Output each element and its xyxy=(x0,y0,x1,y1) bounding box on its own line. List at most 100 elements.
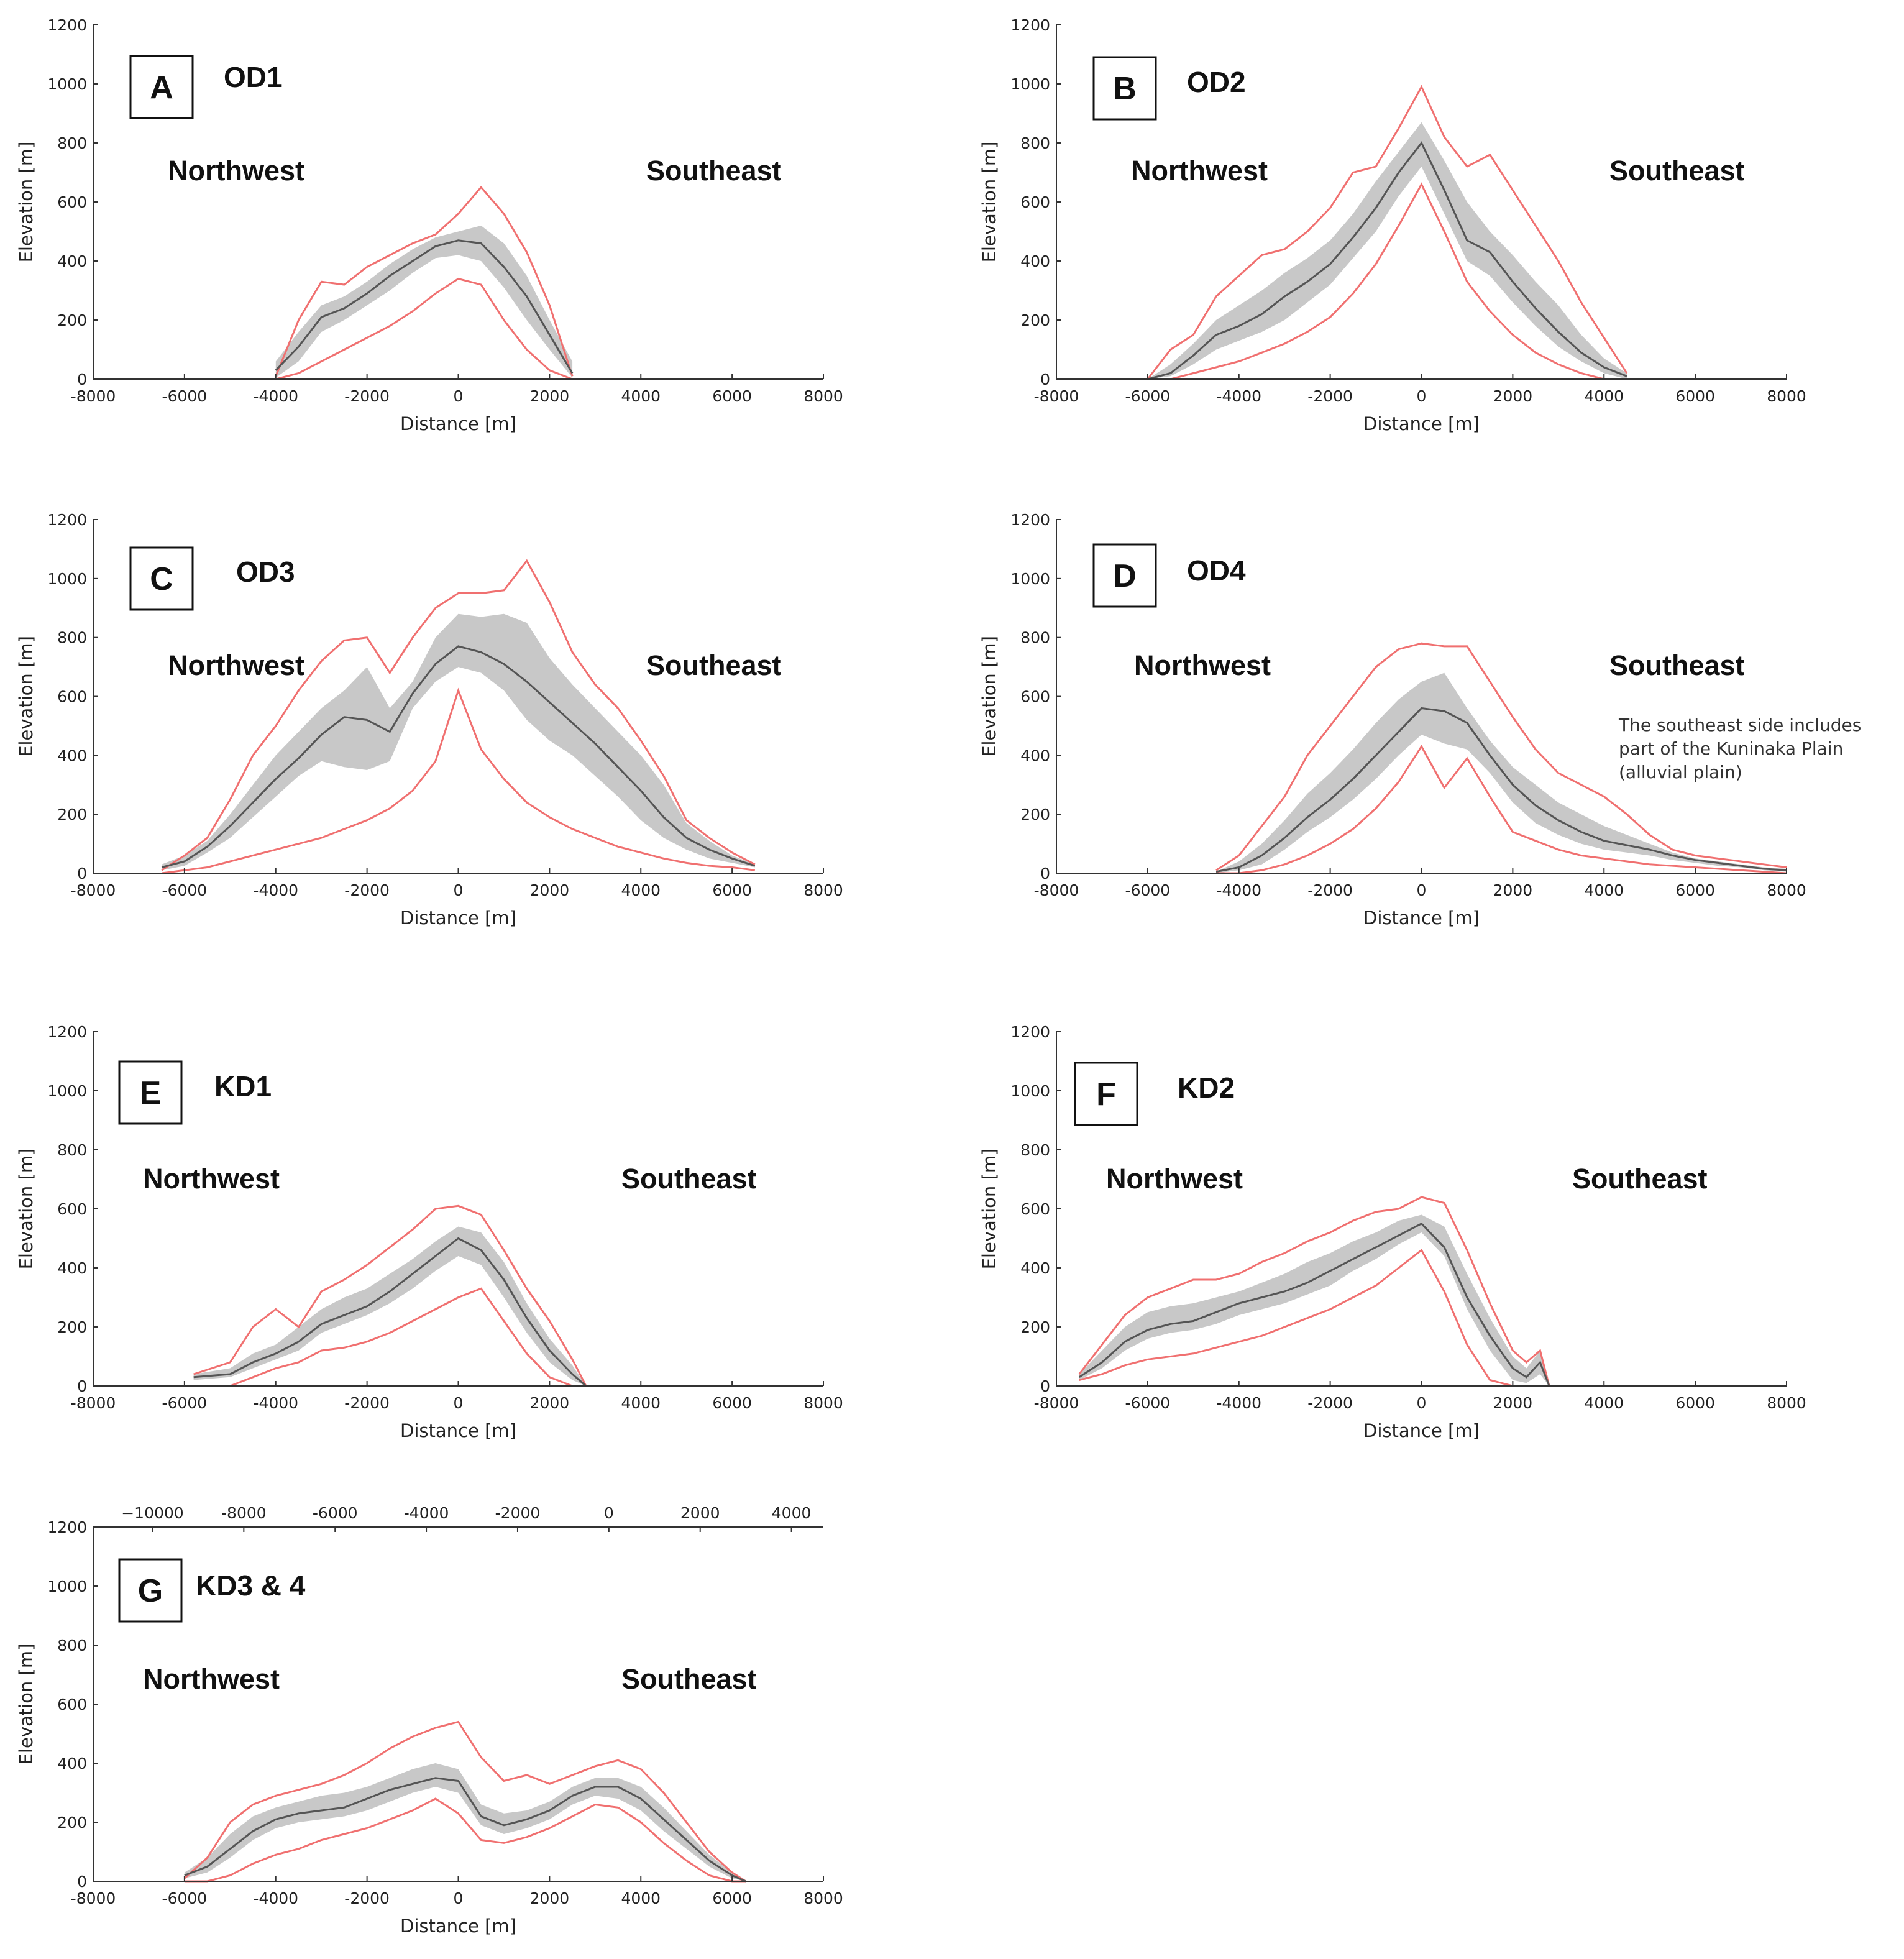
y-tick-label: 0 xyxy=(1040,1377,1050,1395)
panel-title: KD3 & 4 xyxy=(196,1569,306,1602)
x-tick-label: -6000 xyxy=(1125,881,1171,899)
y-tick-label: 0 xyxy=(77,865,87,883)
chart-panel-g: 0 200 400 600 800 1000 1200 -8000 -6000 -4000 -200… xyxy=(16,1504,843,1937)
min-line-f xyxy=(1079,1249,1550,1387)
x-tick-label: 2000 xyxy=(1493,1394,1533,1412)
x-tick-label: -8000 xyxy=(71,881,116,899)
top-tick-label: 4000 xyxy=(772,1504,812,1522)
x-tick-label: -8000 xyxy=(1034,881,1079,899)
x-tick-label: 0 xyxy=(454,1889,464,1907)
x-tick-label: -6000 xyxy=(1125,387,1171,405)
x-tick-label: 8000 xyxy=(803,881,843,899)
top-tick-label: -8000 xyxy=(221,1504,267,1522)
x-tick-label: -4000 xyxy=(253,387,298,405)
top-tick-label: -2000 xyxy=(495,1504,541,1522)
y-tick-label: 200 xyxy=(57,1814,87,1832)
x-tick-label: -6000 xyxy=(162,1889,208,1907)
mean-line-g xyxy=(184,1777,746,1883)
northwest-label: Northwest xyxy=(168,155,304,186)
panel-title: KD1 xyxy=(214,1070,272,1103)
northwest-label: Northwest xyxy=(1131,155,1268,186)
x-tick-label: 8000 xyxy=(803,1394,843,1412)
chart-panel-e: 0 200 400 600 800 1000 1200 -8000 -6000 -4000 -200… xyxy=(16,1023,843,1441)
y-tick-label: 1200 xyxy=(47,511,87,529)
x-axis-label: Distance [m] xyxy=(400,1915,516,1937)
x-axis-label: Distance [m] xyxy=(1363,1420,1480,1441)
x-tick-label: -6000 xyxy=(162,881,208,899)
panel-title: OD4 xyxy=(1187,554,1246,587)
x-axis-label: Distance [m] xyxy=(400,1420,516,1441)
x-tick-label: 4000 xyxy=(621,1889,661,1907)
std-band-g xyxy=(184,1763,746,1881)
min-line-g xyxy=(184,1797,746,1883)
top-tick-label: 2000 xyxy=(680,1504,720,1522)
panel-title: OD2 xyxy=(1187,66,1246,98)
min-line-c xyxy=(162,687,755,874)
panel-title: KD2 xyxy=(1178,1071,1235,1104)
y-tick-label: 1000 xyxy=(1010,75,1050,93)
y-tick-label: 400 xyxy=(1020,746,1050,764)
std-band-d xyxy=(1216,672,1787,873)
y-tick-label: 600 xyxy=(57,1200,87,1218)
x-tick-label: 6000 xyxy=(712,387,752,405)
y-tick-label: 1200 xyxy=(47,1023,87,1041)
x-axis-label: Distance [m] xyxy=(400,413,516,434)
x-tick-label: 4000 xyxy=(621,387,661,405)
x-tick-label: 2000 xyxy=(1493,387,1533,405)
y-tick-label: 800 xyxy=(57,629,87,647)
mean-line-a xyxy=(275,239,574,374)
y-tick-label: 600 xyxy=(1020,1200,1050,1218)
y-tick-label: 400 xyxy=(57,1259,87,1277)
southeast-label: Southeast xyxy=(621,1163,757,1195)
annotation-line: part of the Kuninaka Plain xyxy=(1619,738,1843,759)
chart-panel-b: 0 200 400 600 800 1000 1200 -8000 -6000 -4000 -200… xyxy=(979,16,1806,434)
y-tick-label: 0 xyxy=(77,1873,87,1891)
x-tick-label: 6000 xyxy=(1675,881,1715,899)
y-tick-label: 1200 xyxy=(1010,511,1050,529)
x-tick-label: 4000 xyxy=(1584,1394,1624,1412)
x-tick-label: 8000 xyxy=(803,387,843,405)
y-tick-label: 1200 xyxy=(47,1518,87,1536)
x-tick-label: -8000 xyxy=(71,387,116,405)
x-tick-label: 4000 xyxy=(621,881,661,899)
y-tick-label: 600 xyxy=(57,193,87,211)
max-line-f xyxy=(1078,1196,1550,1387)
max-line-d xyxy=(1215,642,1787,871)
x-tick-label: 0 xyxy=(454,1394,464,1412)
southeast-label: Southeast xyxy=(1609,649,1745,681)
mean-line-d xyxy=(1215,707,1787,873)
min-line-b xyxy=(1147,182,1627,380)
x-tick-label: -6000 xyxy=(1125,1394,1171,1412)
panel-tag-box xyxy=(1092,56,1157,121)
y-tick-label: 600 xyxy=(1020,688,1050,706)
x-tick-label: 6000 xyxy=(712,881,752,899)
chart-panel-d: 0 200 400 600 800 1000 1200 -8000 -6000 -4000 -200… xyxy=(979,511,1861,929)
y-tick-label: 200 xyxy=(57,311,87,329)
x-tick-label: -4000 xyxy=(253,881,298,899)
top-tick-label: -4000 xyxy=(404,1504,449,1522)
x-tick-label: 2000 xyxy=(530,1394,570,1412)
y-tick-label: 0 xyxy=(1040,370,1050,388)
y-tick-label: 1000 xyxy=(47,1577,87,1595)
y-tick-label: 1200 xyxy=(1010,1023,1050,1041)
y-tick-label: 400 xyxy=(57,1755,87,1773)
y-tick-label: 1000 xyxy=(47,570,87,588)
max-line-c xyxy=(161,559,756,871)
y-tick-label: 400 xyxy=(1020,252,1050,270)
y-axis-label: Elevation [m] xyxy=(979,1149,1000,1270)
x-tick-label: 2000 xyxy=(530,387,570,405)
x-tick-label: 2000 xyxy=(530,1889,570,1907)
top-tick-label: 0 xyxy=(604,1504,614,1522)
northwest-label: Northwest xyxy=(1134,649,1271,681)
x-axis-label: Distance [m] xyxy=(400,907,516,929)
y-tick-label: 800 xyxy=(1020,1141,1050,1159)
x-tick-label: 0 xyxy=(1417,387,1427,405)
panel-title: OD3 xyxy=(236,556,295,588)
panel-tag-letter: B xyxy=(1113,71,1137,107)
x-tick-label: -8000 xyxy=(1034,387,1079,405)
y-tick-label: 200 xyxy=(57,1318,87,1336)
mean-line-f xyxy=(1078,1222,1550,1387)
std-band-a xyxy=(275,226,573,378)
x-tick-label: -4000 xyxy=(1216,1394,1261,1412)
